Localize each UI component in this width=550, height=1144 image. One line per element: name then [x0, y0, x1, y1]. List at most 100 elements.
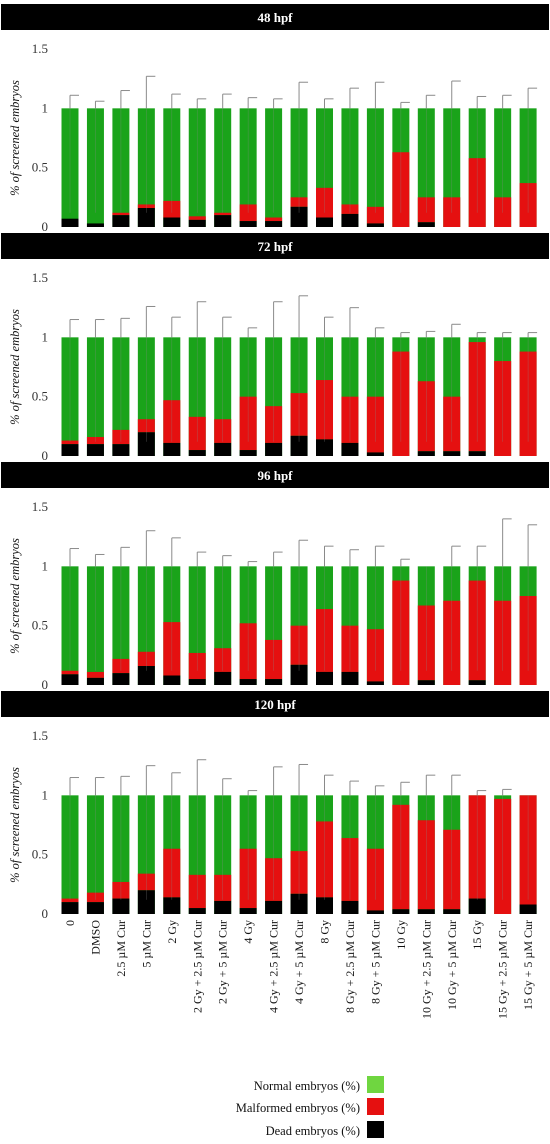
bar-malformed [163, 622, 181, 676]
bar-malformed [188, 216, 206, 220]
bar-stack [137, 765, 156, 914]
bar-stack [519, 332, 538, 456]
bar-malformed [392, 580, 410, 685]
bar-malformed [392, 152, 410, 227]
x-tick-label: 5 µM Cur [139, 920, 153, 968]
y-tick-label: 1.5 [32, 728, 48, 743]
bar-malformed [239, 848, 257, 909]
bar-malformed [112, 658, 130, 674]
bar-dead [366, 681, 384, 685]
x-tick-label: 2 Gy [165, 920, 179, 944]
bar-malformed [443, 197, 461, 227]
bar-malformed [468, 580, 486, 681]
bar-dead [239, 908, 257, 914]
bar-stack [417, 566, 435, 685]
bar-stack [61, 94, 79, 227]
x-tick-label: 8 Gy + 5 µM Cur [368, 920, 382, 1004]
panel-120-hpf: 120 hpf 0 0.5 1 1.5 % of screened embryos [1, 691, 549, 921]
panel-title-bar [1, 462, 549, 488]
bar-stack [137, 75, 156, 227]
legend-label: Normal embryos (%) [254, 1079, 360, 1093]
bar-dead [468, 680, 486, 685]
bar-stack [239, 97, 258, 227]
bar-stack [366, 785, 385, 914]
x-axis-category-labels: 0 DMSO 2.5 µM Cur 5 µM Cur 2 Gy 2 Gy + 2.5 µM… [63, 920, 535, 1019]
bar-dead [290, 206, 308, 227]
bar-stack [290, 763, 309, 914]
bar-stack [214, 778, 232, 914]
bar-dead [341, 900, 359, 914]
bar-stack [290, 295, 309, 456]
bar-malformed [163, 400, 181, 443]
bar-malformed [137, 873, 155, 891]
bar-malformed [239, 396, 257, 451]
bar-stack [366, 545, 385, 685]
bar-stack [417, 94, 436, 227]
bar-malformed [163, 848, 181, 898]
y-axis-label: % of screened embryos [8, 80, 22, 196]
y-axis-label: % of screened embryos [8, 767, 22, 883]
bar-dead [112, 444, 130, 456]
panel-title-bar [1, 4, 549, 30]
bar-malformed [86, 437, 104, 445]
bar-malformed [443, 829, 461, 910]
bar-dead [316, 217, 333, 227]
bar-stack [341, 780, 359, 914]
bar-normal [112, 566, 130, 685]
bar-malformed [290, 851, 308, 894]
bar-stack [61, 548, 79, 685]
bar-dead [468, 898, 486, 914]
bar-malformed [519, 795, 537, 905]
bar-dead [290, 893, 308, 914]
x-tick-label: 10 Gy [394, 920, 408, 950]
bar-dead [61, 444, 79, 456]
bar-malformed [290, 625, 308, 665]
y-tick-label: 0.5 [32, 618, 48, 633]
bar-dead [112, 898, 130, 914]
bar-stack [61, 319, 79, 456]
bar-malformed [265, 217, 283, 222]
bar-stack [417, 330, 436, 456]
bar-malformed [188, 652, 206, 680]
bar-stack [188, 759, 207, 914]
y-tick-label: 1.5 [32, 41, 48, 56]
bar-dead [112, 673, 130, 685]
bar-stack [188, 551, 207, 685]
bar-stack [112, 317, 130, 456]
panel-title: 48 hpf [257, 10, 293, 25]
bar-normal [163, 108, 181, 227]
bar-malformed [366, 848, 384, 911]
bar-stack [366, 81, 385, 227]
bar-malformed [61, 898, 79, 903]
bar-stack [137, 530, 156, 685]
x-tick-label: 10 Gy + 2.5 µM Cur [419, 920, 433, 1019]
bar-malformed [239, 623, 257, 680]
bar-malformed [239, 204, 257, 222]
bar-dead [137, 890, 155, 914]
bar-stack [188, 301, 207, 456]
bar-malformed [61, 440, 79, 445]
bar-malformed [112, 881, 130, 899]
x-tick-label: 15 Gy [470, 920, 484, 950]
panel-title: 72 hpf [257, 239, 293, 254]
bar-dead [86, 444, 104, 456]
bar-dead [316, 671, 333, 685]
x-tick-label: 15 Gy + 5 µM Cur [521, 920, 535, 1010]
bar-normal [86, 795, 104, 914]
bar-dead [163, 217, 181, 227]
panel-title-bar [1, 691, 549, 717]
bar-dead [188, 450, 206, 456]
bar-malformed [341, 396, 359, 443]
panel-96-hpf: 96 hpf 0 0.5 1 1.5 % of screened embryos [1, 462, 549, 692]
legend: Normal embryos (%) Malformed embryos (%) D… [236, 1076, 384, 1138]
bar-normal [239, 108, 257, 227]
bar-stack [265, 98, 283, 227]
bar-dead [417, 451, 435, 456]
bar-stack [86, 319, 105, 456]
bar-malformed [112, 212, 130, 216]
x-tick-label: 4 Gy [241, 920, 255, 944]
bar-stack [61, 777, 79, 914]
bar-dead [214, 215, 232, 227]
bar-dead [137, 432, 155, 456]
bar-dead [239, 221, 257, 227]
